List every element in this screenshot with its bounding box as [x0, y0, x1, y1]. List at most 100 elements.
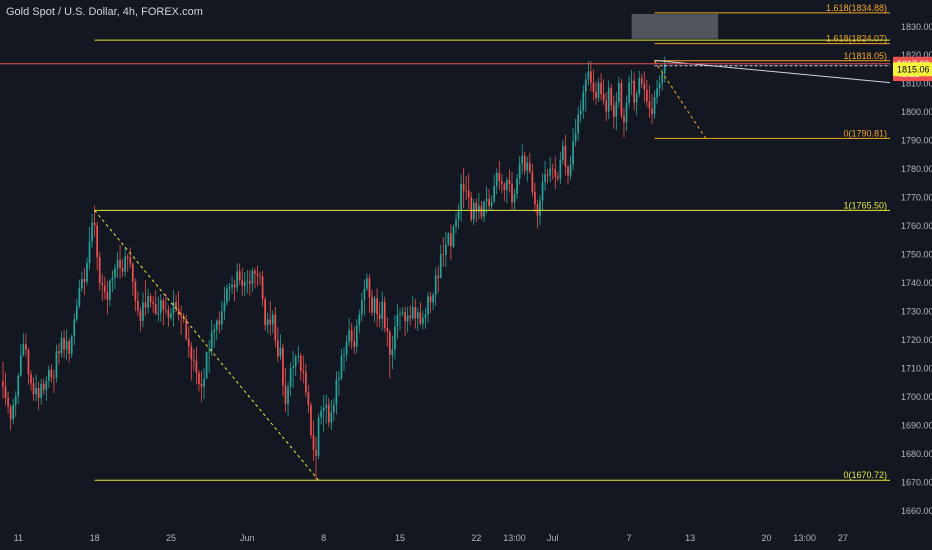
- candle-body: [422, 317, 424, 324]
- candle-body: [165, 309, 167, 311]
- candle-body: [251, 270, 254, 284]
- y-tick-label: 1790.00: [901, 136, 932, 146]
- candle-body: [386, 327, 389, 332]
- candle-body: [305, 372, 307, 393]
- candle-body: [320, 410, 322, 418]
- candle-body: [215, 320, 218, 330]
- fib-level-label: 1(1765.50): [843, 200, 887, 210]
- candle-body: [86, 263, 88, 282]
- candle-body: [315, 449, 317, 456]
- candle-body: [297, 355, 300, 358]
- candle-body: [218, 320, 221, 325]
- candle-body: [75, 306, 78, 320]
- x-tick-label: 18: [90, 533, 100, 543]
- candle-body: [597, 82, 600, 98]
- candle-body: [292, 366, 294, 369]
- candle-body: [126, 256, 129, 258]
- fib-level-label: 1.618(1824.07): [826, 34, 887, 44]
- candle-body: [371, 297, 373, 313]
- x-tick-label: 11: [14, 533, 23, 543]
- candle-body: [157, 313, 160, 315]
- drawings-layer: 1(1765.50) 0(1670.72) 1(1818.05) 0(1790.81)…: [0, 3, 891, 481]
- candle-body: [78, 288, 81, 307]
- candle-body: [274, 314, 277, 341]
- candle-body: [185, 319, 188, 339]
- candle-body: [152, 302, 155, 305]
- candle-body: [335, 379, 338, 406]
- candle-body: [498, 172, 501, 182]
- candle-body: [646, 89, 648, 102]
- candle-body: [226, 288, 228, 303]
- candle-body: [457, 210, 460, 220]
- time-axis[interactable]: 11 18 25 Jun 8 15 22 13:00 Jul 7 13 20 13:00 27: [14, 533, 848, 543]
- candle-body: [409, 315, 412, 319]
- candle-body: [236, 271, 238, 288]
- y-tick-label: 1770.00: [901, 193, 932, 203]
- candle-body: [618, 83, 620, 102]
- candle-body: [307, 392, 310, 406]
- candle-body: [472, 202, 475, 220]
- candle-body: [213, 329, 216, 333]
- candle-body: [343, 354, 345, 356]
- candle-body: [437, 275, 440, 278]
- candle-body: [358, 314, 361, 326]
- candle-body: [70, 336, 73, 354]
- candle-body: [503, 183, 506, 191]
- candle-body: [579, 110, 582, 115]
- candle-body: [625, 102, 628, 123]
- fib-level-label: 0(1670.72): [843, 470, 887, 480]
- fib-level-label: 0(1790.81): [843, 128, 887, 138]
- candle-body: [129, 257, 132, 264]
- candle-body: [330, 412, 333, 423]
- candle-body: [406, 315, 409, 322]
- candle-body: [338, 378, 340, 380]
- dashed-diagonal-line: [94, 210, 319, 481]
- x-tick-label: 8: [321, 533, 326, 543]
- symbol-title[interactable]: Gold Spot / U.S. Dollar, 4h, FOREX.com: [6, 6, 203, 18]
- y-tick-label: 1800.00: [901, 107, 932, 117]
- y-tick-label: 1670.00: [901, 477, 932, 487]
- candle-body: [40, 383, 43, 399]
- candle-body: [376, 298, 378, 315]
- candle-body: [22, 344, 25, 356]
- candle-body: [193, 359, 195, 362]
- candle-body: [590, 71, 592, 83]
- candle-body: [577, 114, 580, 134]
- candle-body: [648, 101, 651, 109]
- candle-body: [238, 271, 241, 281]
- candle-body: [147, 296, 149, 308]
- candle-body: [465, 190, 468, 192]
- candle-body: [154, 304, 157, 315]
- candle-body: [656, 88, 658, 98]
- candle-body: [142, 302, 144, 321]
- candle-body: [32, 383, 35, 395]
- candle-body: [444, 244, 447, 255]
- candle-body: [50, 369, 53, 378]
- candle-body: [516, 178, 518, 195]
- candle-body: [19, 355, 22, 376]
- candle-body: [299, 355, 302, 371]
- candle-body: [2, 381, 4, 387]
- candle-body: [602, 93, 605, 101]
- candle-body: [47, 369, 50, 382]
- candle-body: [221, 311, 223, 325]
- candle-body: [208, 351, 210, 353]
- y-tick-label: 1780.00: [901, 164, 932, 174]
- price-axis[interactable]: 1660.00 1670.00 1680.00 1690.00 1700.00 1710.…: [901, 22, 932, 516]
- candle-body: [559, 160, 562, 179]
- candle-body: [404, 312, 406, 322]
- candle-body: [564, 146, 567, 167]
- candle-body: [607, 87, 610, 112]
- candle-body: [12, 404, 15, 420]
- candle-body: [35, 388, 37, 395]
- candle-body: [623, 116, 625, 123]
- candle-body: [513, 194, 516, 203]
- candle-body: [53, 377, 55, 379]
- candle-body: [103, 285, 106, 292]
- candle-body: [241, 280, 244, 286]
- candle-body: [439, 254, 442, 278]
- candle-body: [88, 241, 91, 264]
- candle-body: [243, 282, 246, 286]
- y-tick-label: 1810.00: [901, 79, 932, 89]
- candle-body: [610, 87, 613, 106]
